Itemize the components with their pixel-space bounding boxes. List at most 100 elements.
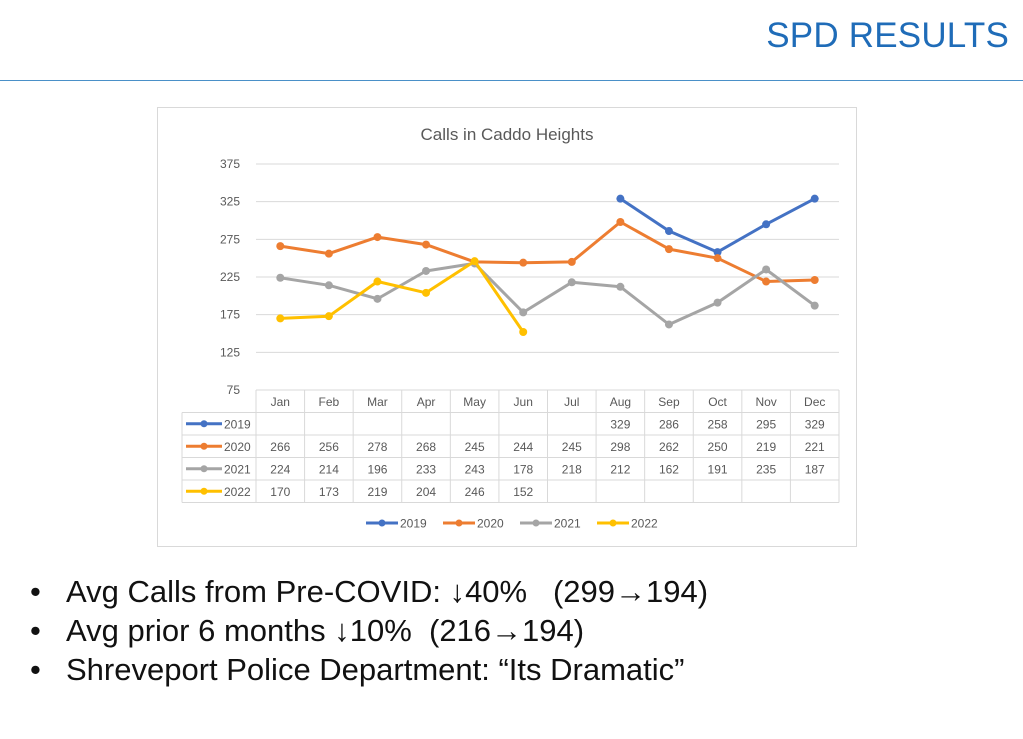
chart-title: Calls in Caddo Heights: [421, 125, 594, 144]
data-point-2019: [664, 227, 673, 236]
data-point-2020: [567, 257, 576, 266]
x-tick-label: Aug: [610, 395, 631, 409]
table-cell-value: 258: [708, 417, 728, 431]
y-tick-label: 175: [220, 308, 240, 322]
table-cell-value: 219: [367, 485, 387, 499]
line-chart: Calls in Caddo Heights 75 125 175 225 275 325 3…: [181, 125, 840, 531]
bullet-item-pre-covid: • Avg Calls from Pre-COVID: ↓40% (299→194…: [30, 572, 708, 611]
bullet-icon: •: [30, 574, 41, 609]
series-line-2019: [618, 197, 817, 254]
bullet-icon: •: [30, 613, 41, 648]
series-line-2022: [278, 259, 525, 334]
table-cell-value: 266: [270, 440, 290, 454]
data-point-2021: [810, 301, 819, 310]
data-point-2021: [713, 298, 722, 307]
x-tick-label: Apr: [417, 395, 436, 409]
data-point-2020: [276, 242, 285, 251]
data-point-2021: [664, 320, 673, 329]
data-point-2020: [519, 258, 528, 267]
legend-label: 2020: [477, 517, 504, 531]
table-cell-value: 250: [708, 440, 728, 454]
table-series-key-marker: [200, 442, 208, 450]
table-cell-value: 243: [465, 462, 485, 476]
data-point-2022: [422, 288, 431, 297]
bullet-list: • Avg Calls from Pre-COVID: ↓40% (299→194…: [30, 572, 708, 689]
data-point-2022: [324, 312, 333, 321]
bullet-text: Avg Calls from Pre-COVID: ↓40% (299→194): [66, 574, 709, 609]
series-line-2021: [278, 261, 817, 326]
table-cell-value: 152: [513, 485, 533, 499]
x-tick-label: May: [463, 395, 486, 409]
legend-label: 2021: [554, 517, 581, 531]
data-point-2020: [664, 245, 673, 254]
data-point-2021: [422, 266, 431, 275]
data-point-2019: [762, 220, 771, 229]
bullet-icon: •: [30, 652, 41, 687]
legend-label: 2022: [631, 517, 658, 531]
table-series-key-marker: [200, 487, 208, 495]
x-tick-label: Jun: [514, 395, 533, 409]
table-cell-value: 221: [805, 440, 825, 454]
data-point-2020: [713, 254, 722, 263]
table-cell-value: 173: [319, 485, 339, 499]
table-cell-value: 212: [610, 462, 630, 476]
table-cell-value: 219: [756, 440, 776, 454]
table-series-label: 2021: [224, 462, 251, 476]
series-line-2020: [278, 220, 817, 283]
x-tick-label: Oct: [708, 395, 727, 409]
table-cell-value: 298: [610, 440, 630, 454]
data-point-2019: [713, 248, 722, 257]
legend-marker-2021: [532, 519, 540, 527]
table-cell-value: 191: [708, 462, 728, 476]
table-cell-value: 196: [367, 462, 387, 476]
table-cell-value: 245: [465, 440, 485, 454]
y-tick-label: 325: [220, 195, 240, 209]
table-cell-value: 187: [805, 462, 825, 476]
table-cell-value: 204: [416, 485, 436, 499]
x-tick-label: Dec: [804, 395, 825, 409]
table-cell-value: 218: [562, 462, 582, 476]
data-point-2021: [276, 273, 285, 282]
data-point-2021: [762, 265, 771, 274]
bullet-item-spd-quote: • Shreveport Police Department: “Its Dram…: [30, 650, 708, 689]
data-point-2019: [810, 194, 819, 203]
table-cell-value: 256: [319, 440, 339, 454]
table-cell-value: 262: [659, 440, 679, 454]
table-cell-value: 214: [319, 462, 339, 476]
bullet-text: Avg prior 6 months ↓10% (216→194): [66, 613, 585, 648]
table-series-label: 2019: [224, 417, 251, 431]
y-tick-label: 125: [220, 345, 240, 359]
table-cell-value: 278: [367, 440, 387, 454]
y-tick-label: 375: [220, 157, 240, 171]
table-series-key-marker: [200, 420, 208, 428]
slide-title: SPD RESULTS: [766, 16, 1009, 55]
data-point-2020: [810, 276, 819, 285]
table-cell-value: 235: [756, 462, 776, 476]
table-series-label: 2022: [224, 485, 251, 499]
data-point-2020: [373, 233, 382, 242]
data-point-2020: [762, 277, 771, 286]
data-point-2019: [616, 194, 625, 203]
x-tick-label: Mar: [367, 395, 388, 409]
table-cell-value: 245: [562, 440, 582, 454]
x-tick-label: Sep: [658, 395, 680, 409]
data-point-2020: [324, 249, 333, 258]
table-cell-value: 295: [756, 417, 776, 431]
legend-label: 2019: [400, 517, 427, 531]
data-point-2020: [422, 240, 431, 249]
table-cell-value: 244: [513, 440, 533, 454]
data-point-2021: [567, 278, 576, 287]
data-point-2022: [373, 277, 382, 286]
data-point-2021: [616, 282, 625, 291]
data-point-2022: [276, 314, 285, 323]
bullet-item-prior-6-months: • Avg prior 6 months ↓10% (216→194): [30, 611, 708, 650]
y-tick-label: 225: [220, 270, 240, 284]
table-cell-value: 224: [270, 462, 290, 476]
legend-marker-2019: [378, 519, 386, 527]
table-cell-value: 162: [659, 462, 679, 476]
data-point-2021: [324, 281, 333, 290]
title-divider: [0, 80, 1023, 81]
legend-marker-2020: [455, 519, 463, 527]
table-cell-value: 268: [416, 440, 436, 454]
y-tick-label: 75: [227, 383, 241, 397]
